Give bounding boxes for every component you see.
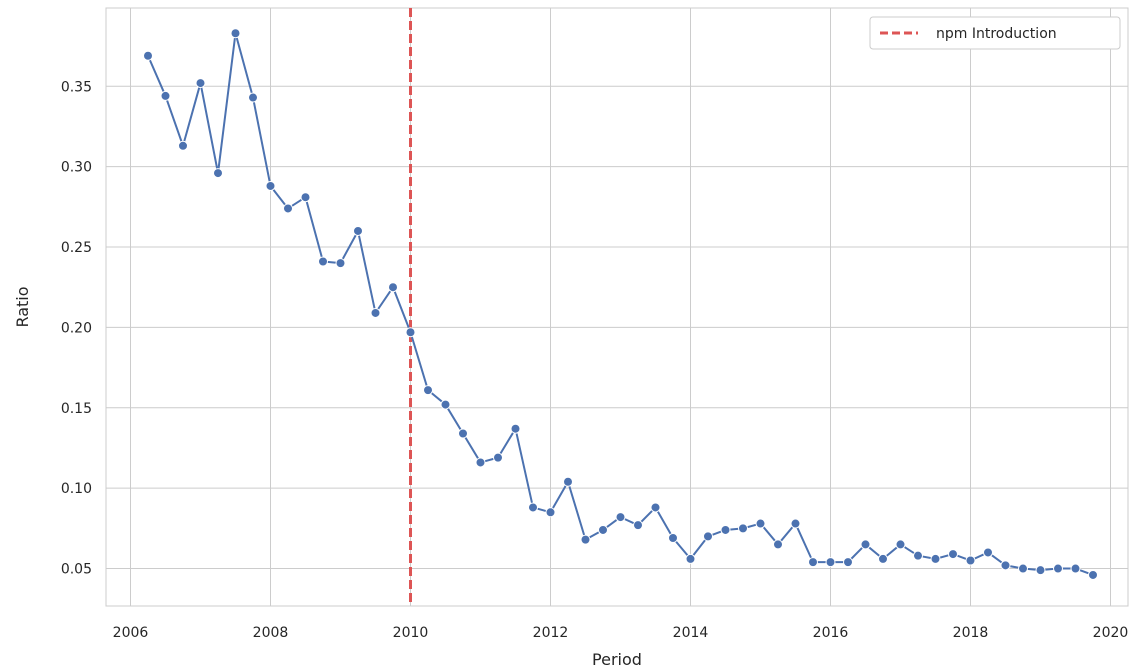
data-point [458, 428, 468, 439]
data-point [1070, 563, 1081, 574]
x-tick-label: 2018 [953, 625, 989, 641]
data-point [650, 502, 661, 513]
data-point [265, 180, 276, 191]
data-point [913, 550, 923, 561]
data-point [195, 78, 206, 89]
legend-label-npm-introduction: npm Introduction [936, 26, 1057, 42]
x-tick-label: 2010 [393, 625, 429, 641]
data-point [178, 140, 188, 151]
data-point [633, 520, 643, 531]
data-point [388, 282, 398, 293]
data-point [738, 523, 748, 534]
data-point [475, 457, 486, 468]
data-point [423, 385, 433, 396]
legend: npm Introduction [869, 16, 1121, 50]
plot-background [106, 8, 1128, 606]
data-point [878, 553, 888, 564]
y-axis-label: Ratio [13, 286, 32, 327]
x-axis-ticks: 2006 2008 2010 2012 2014 2016 2018 2020 [113, 625, 1129, 641]
data-point [668, 533, 678, 543]
data-point [860, 539, 871, 550]
data-point [335, 258, 346, 269]
y-tick-label: 0.15 [61, 401, 92, 417]
data-point [965, 555, 976, 566]
y-tick-label: 0.05 [61, 562, 92, 578]
data-point [493, 452, 503, 463]
data-point [248, 92, 258, 103]
data-point [510, 423, 521, 434]
data-point [318, 256, 328, 267]
data-point [703, 531, 713, 542]
data-point [720, 524, 731, 535]
data-point [895, 539, 906, 550]
y-tick-label: 0.10 [61, 481, 92, 497]
data-point [685, 553, 696, 564]
data-point [808, 557, 818, 568]
data-point [983, 547, 993, 558]
data-point [580, 534, 591, 545]
data-point [160, 90, 171, 101]
data-point [1018, 563, 1028, 574]
x-tick-label: 2006 [113, 625, 149, 641]
data-point [755, 518, 766, 529]
x-axis-label: Period [592, 650, 642, 669]
y-tick-label: 0.35 [61, 79, 92, 95]
y-tick-label: 0.25 [61, 240, 92, 256]
data-point [440, 399, 451, 410]
data-point [545, 507, 556, 518]
data-point [843, 557, 853, 568]
data-point [283, 203, 293, 214]
x-tick-label: 2020 [1093, 625, 1129, 641]
data-point [773, 539, 783, 550]
data-point [1053, 563, 1063, 574]
data-point [1000, 560, 1011, 571]
data-point [528, 502, 538, 513]
x-tick-label: 2014 [673, 625, 709, 641]
data-point [370, 307, 381, 318]
data-point [615, 512, 626, 523]
data-point [930, 553, 941, 564]
data-point [790, 518, 801, 529]
data-point [825, 557, 836, 568]
data-point [598, 524, 608, 535]
data-point [353, 225, 363, 236]
y-axis-ticks: 0.05 0.10 0.15 0.20 0.25 0.30 0.35 [61, 79, 92, 577]
data-point [1088, 569, 1098, 580]
y-tick-label: 0.20 [61, 320, 92, 336]
data-point [143, 50, 153, 61]
x-tick-label: 2016 [813, 625, 849, 641]
data-point [300, 192, 311, 203]
data-series [143, 28, 1098, 580]
data-point [948, 549, 958, 560]
plot-frame [105, 7, 1129, 607]
data-point [1035, 565, 1046, 576]
data-point [405, 327, 416, 338]
x-tick-label: 2012 [533, 625, 569, 641]
y-tick-label: 0.30 [61, 160, 92, 176]
legend-box [869, 16, 1121, 50]
x-tick-label: 2008 [253, 625, 289, 641]
data-point [563, 476, 573, 487]
data-point [213, 168, 223, 179]
data-point [230, 28, 241, 39]
